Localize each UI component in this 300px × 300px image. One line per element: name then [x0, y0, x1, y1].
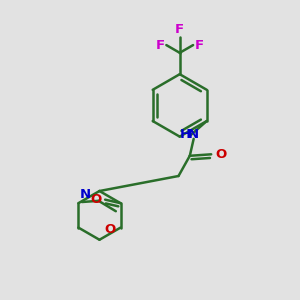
Text: O: O: [90, 193, 102, 206]
Text: O: O: [215, 148, 226, 161]
Text: F: F: [175, 23, 184, 36]
Text: N: N: [80, 188, 91, 201]
Text: H: H: [180, 128, 191, 141]
Text: F: F: [195, 39, 204, 52]
Text: N: N: [188, 128, 199, 141]
Text: O: O: [104, 223, 115, 236]
Text: F: F: [155, 39, 165, 52]
